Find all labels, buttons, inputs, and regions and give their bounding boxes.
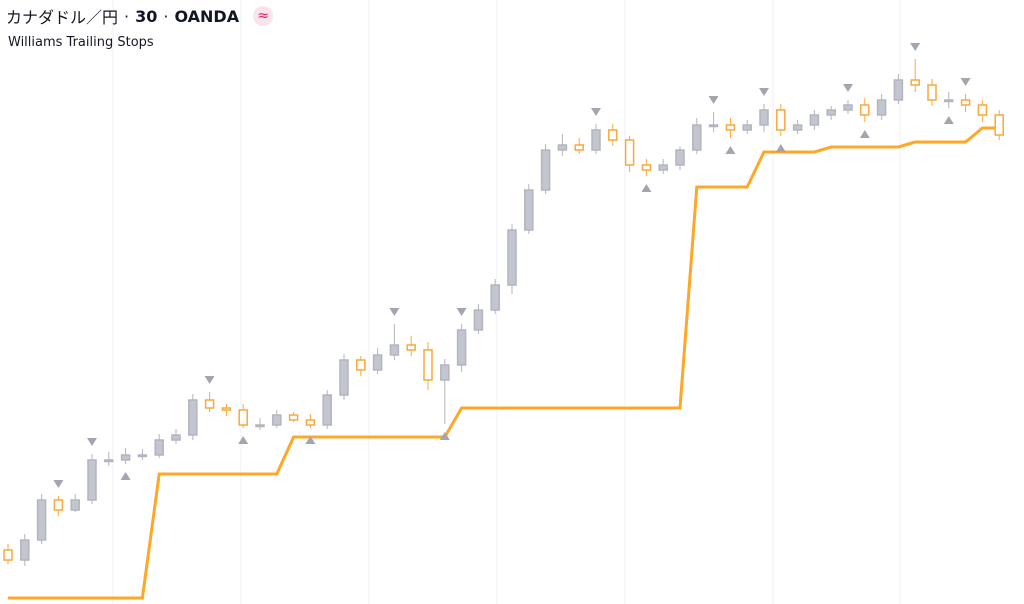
candle-body [994,114,1004,136]
pivot-low-marker [775,144,786,152]
candle-body [927,84,937,101]
candle-body [910,79,920,86]
candle-body [120,454,131,461]
pivot-high-marker [53,480,64,488]
candle-body [473,309,484,331]
candle-body [137,454,148,458]
candle-body [3,549,13,561]
candle-body [692,124,702,151]
indicator-title[interactable]: Williams Trailing Stops [8,35,154,50]
candle-body [624,139,635,166]
candle-body [591,129,601,151]
candle-body [843,104,853,111]
candle-body [389,344,400,356]
candle-body [305,419,316,426]
candle-body [524,189,534,231]
candle-body [204,399,215,409]
candle-body [20,539,30,561]
candle-body [960,99,971,106]
candle-body [70,499,80,511]
candle-body [776,109,786,131]
candle-body [406,344,416,351]
pivot-low-marker [725,146,736,154]
candle-body [372,354,383,371]
pivot-low-marker [439,432,450,440]
candle-body [154,439,164,456]
candle-body [608,129,618,141]
candle-body [759,109,769,126]
candle-body [557,144,568,151]
candle-body [792,124,803,131]
candle-body [104,459,114,463]
candle-body [87,459,97,501]
candle-body [440,364,450,381]
pivot-high-marker [843,84,853,92]
pivot-low-marker [238,436,249,444]
candle-body [288,414,299,421]
candle-body [272,414,282,426]
pivot-high-marker [910,43,921,51]
pivot-high-marker [389,308,400,316]
candle-body [574,144,584,151]
pivot-low-marker [943,116,954,124]
pivot-low-marker [120,472,131,480]
candle-body [809,114,820,126]
candle-body [238,409,248,426]
separator: · [124,6,130,26]
status-badge[interactable]: ≈ [253,6,274,26]
candle-body [456,329,467,366]
pivot-low-marker [305,436,316,444]
candle-body [725,124,736,131]
candle-body [221,407,232,411]
separator: · [163,6,169,26]
pivot-low-marker [859,130,870,138]
candle-body [860,104,870,116]
candle-body [36,499,47,541]
candle-body [322,394,332,426]
candle-body [944,99,954,103]
interval: 30 [135,6,158,26]
candle-body [540,149,551,191]
candle-body [53,499,64,511]
candle-body [742,124,752,131]
pivot-high-marker [708,96,719,104]
candle-body [171,434,181,441]
pivot-high-marker [591,108,601,116]
candle-body [826,109,836,116]
trailing-stop-line [8,126,1000,600]
pivot-high-marker [960,78,971,86]
candle-body [188,399,198,436]
pivot-high-marker [204,376,215,384]
header: カナダドル／円 · 30 · OANDA ≈ [6,4,274,28]
candle-body [356,359,366,371]
candle-body [423,349,433,381]
candle-body [893,79,904,101]
candle-body [641,164,652,171]
candle-body [490,284,500,311]
pivot-high-marker [87,438,97,446]
candle-body [675,149,685,166]
candle-body [876,99,887,116]
candle-body [255,424,265,428]
candle-body [658,164,668,171]
pivot-high-marker [456,308,467,316]
pivot-low-marker [641,184,652,192]
symbol: カナダドル／円 [6,8,119,27]
vertical-grid [112,0,901,604]
pivot-high-marker [759,88,769,96]
candle-body [339,359,349,396]
exchange: OANDA [174,6,240,26]
candle-body [708,124,719,128]
candle-body [977,104,988,116]
candle-body [507,229,517,286]
